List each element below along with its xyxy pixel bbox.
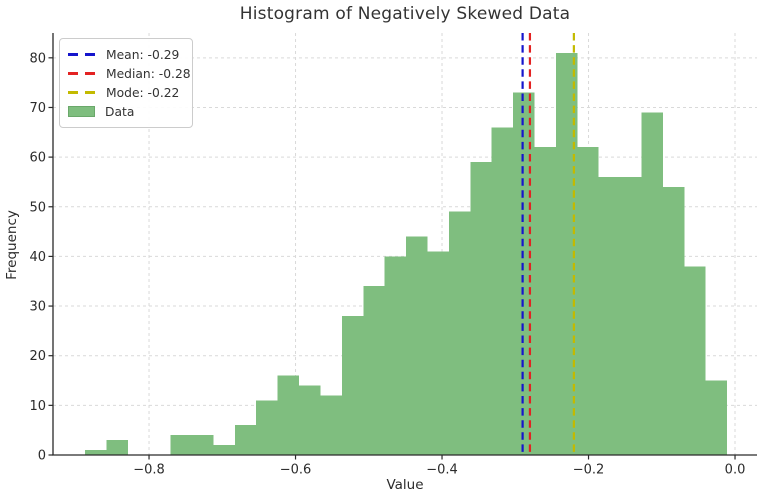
x-tick-label: −0.8 (133, 463, 165, 478)
histogram-bar (299, 385, 321, 455)
legend-label-mode: Mode: -0.22 (106, 85, 180, 100)
mode-line-swatch (68, 91, 96, 94)
histogram-bar (641, 112, 663, 455)
histogram-bar (277, 375, 300, 455)
histogram-bar (555, 52, 578, 455)
histogram-bar (513, 92, 535, 455)
legend: Mean: -0.29 Median: -0.28 Mode: -0.22 Da… (59, 38, 193, 128)
legend-item-median: Median: -0.28 (68, 64, 191, 83)
histogram-bar (491, 127, 514, 456)
legend-label-median: Median: -0.28 (106, 66, 191, 81)
histogram-bar (684, 266, 706, 455)
y-tick-label: 60 (29, 151, 46, 166)
y-tick-label: 10 (29, 399, 46, 414)
histogram-bar (448, 211, 471, 455)
mean-line-swatch (68, 53, 96, 56)
histogram-bar (620, 176, 642, 455)
y-tick-label: 40 (29, 250, 46, 265)
histogram-bar (534, 147, 556, 455)
histogram-bar (170, 435, 193, 455)
median-line-swatch (68, 72, 96, 75)
histogram-bar (427, 251, 449, 455)
y-tick-label: 30 (29, 300, 46, 315)
histogram-bar (363, 286, 385, 455)
y-tick-label: 80 (29, 51, 46, 66)
y-tick-label: 0 (38, 449, 46, 464)
histogram-bar (598, 176, 621, 455)
histogram-bar (234, 425, 257, 455)
stat-lines-layer (521, 33, 575, 455)
histogram-bar (470, 162, 492, 456)
y-tick-label: 20 (29, 349, 46, 364)
histogram-bar (192, 435, 214, 455)
x-tick-label: −0.2 (573, 463, 605, 478)
legend-item-mode: Mode: -0.22 (68, 83, 184, 102)
histogram-bar (577, 147, 599, 455)
histogram-bar (341, 315, 364, 455)
bars-layer (85, 52, 728, 456)
y-tick-label: 50 (29, 200, 46, 215)
x-tick-label: −0.4 (426, 463, 458, 478)
data-patch-swatch (68, 106, 95, 117)
legend-label-data: Data (105, 104, 135, 119)
x-tick-label: 0.0 (725, 463, 746, 478)
chart-title: Histogram of Negatively Skewed Data (239, 4, 571, 24)
legend-label-mean: Mean: -0.29 (106, 47, 180, 62)
legend-item-data: Data (68, 102, 184, 121)
histogram-bar (106, 440, 128, 455)
histogram-bar (320, 395, 342, 455)
histogram-bar (662, 186, 685, 455)
histogram-bar (406, 236, 428, 455)
histogram-bar (85, 450, 107, 455)
axis-layer: −0.8 −0.6 −0.4 −0.2 0.0 0 10 20 30 40 50 60 70 80 (29, 33, 757, 478)
y-axis-label: Frequency (4, 210, 20, 280)
histogram-bar (384, 256, 407, 455)
histogram-bar (256, 400, 278, 455)
y-tick-label: 70 (29, 101, 46, 116)
x-tick-label: −0.6 (280, 463, 312, 478)
histogram-bar (705, 380, 728, 455)
histogram-bar (213, 445, 235, 455)
x-axis-label: Value (386, 477, 424, 493)
legend-item-mean: Mean: -0.29 (68, 45, 184, 64)
